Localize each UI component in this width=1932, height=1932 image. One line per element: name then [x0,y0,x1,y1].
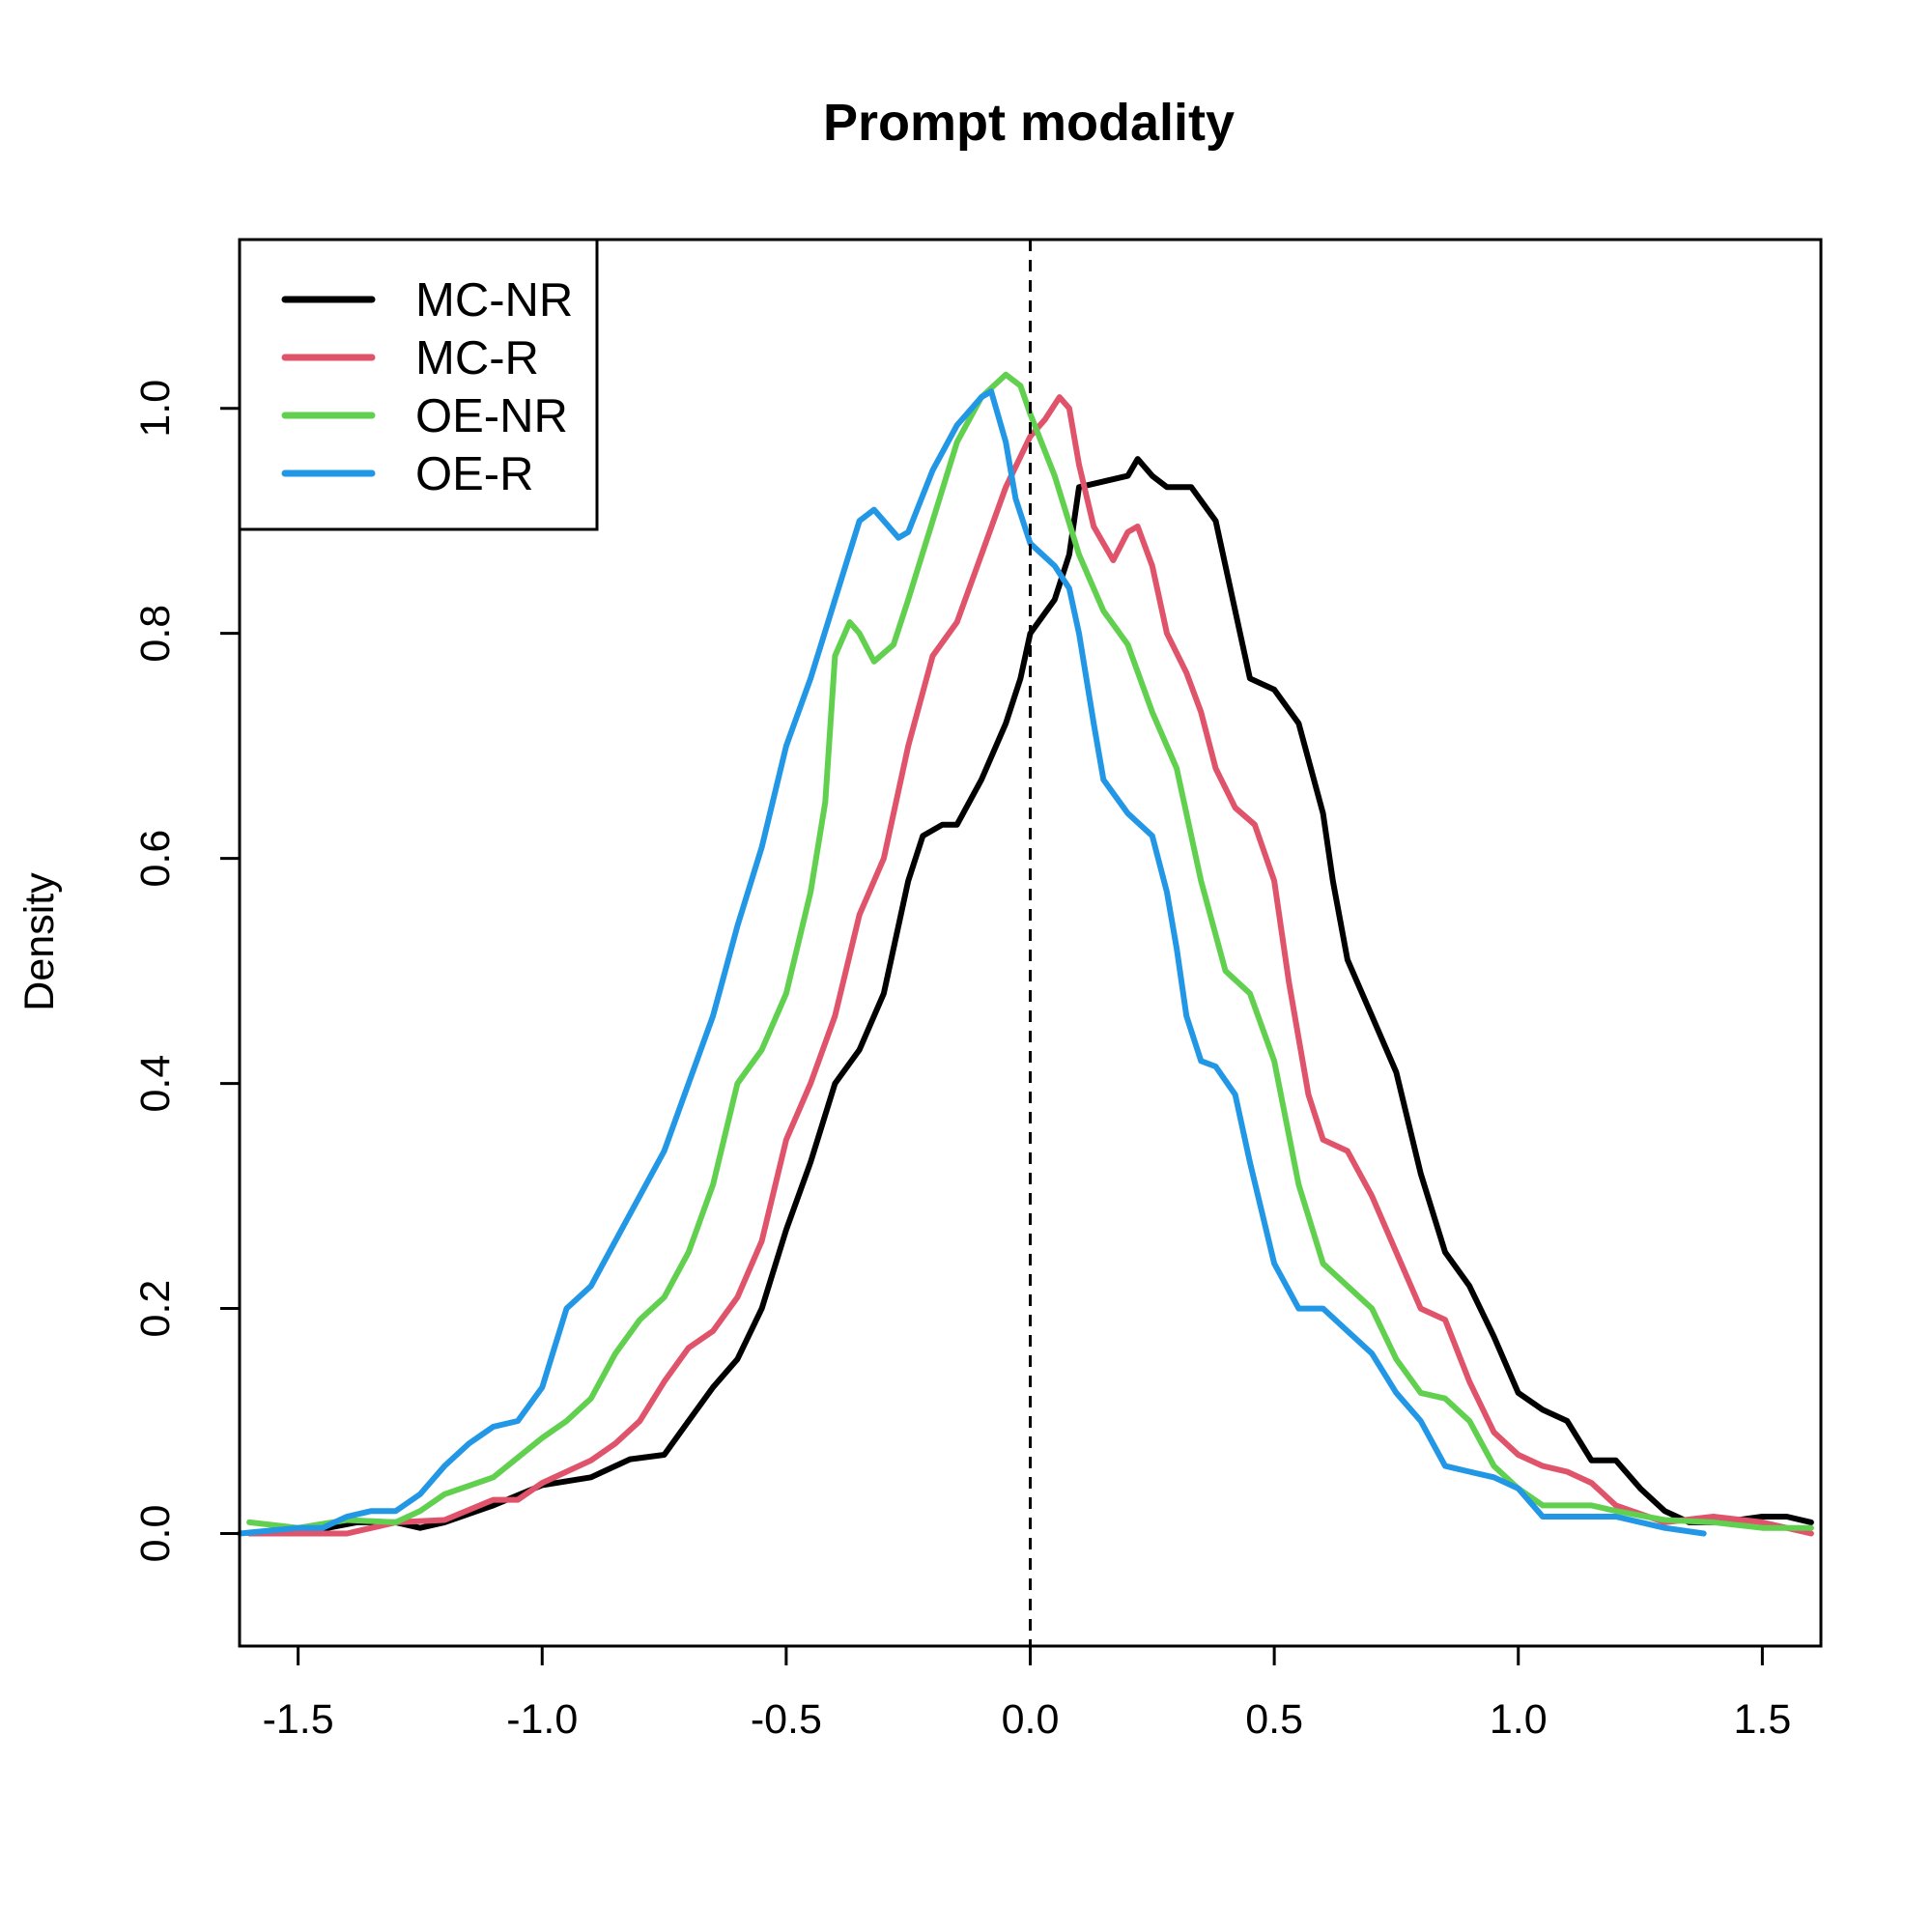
chart-title: Prompt modality [823,94,1235,152]
legend-label: OE-NR [415,390,568,442]
x-tick-label: 1.5 [1733,1696,1791,1743]
series-layer [237,371,1814,1537]
legend-box [238,238,599,531]
x-tick-label: 0.0 [1002,1696,1060,1743]
y-axis-label: Density [16,872,63,1011]
legend-label: OE-R [415,448,534,500]
x-tick-label: -0.5 [751,1696,822,1743]
series-line-oe-r [237,388,1707,1537]
legend-label: MC-NR [415,274,573,327]
x-tick-label: -1.0 [506,1696,578,1743]
y-tick-label: 0.8 [132,605,179,663]
x-tick-label: 1.0 [1490,1696,1548,1743]
x-tick-label: 0.5 [1245,1696,1303,1743]
plot-frame [238,238,1823,1648]
y-tick-label: 0.6 [132,830,179,888]
x-tick-label: -1.5 [263,1696,334,1743]
y-tick-label: 0.0 [132,1505,179,1563]
series-line-mc-r [246,394,1814,1537]
y-tick-label: 0.2 [132,1280,179,1338]
series-line-oe-nr [246,371,1814,1531]
axis-layer: -1.5 -1.0 -0.5 0.0 0.5 1.0 1.5 0.0 0.2 0.4 0.6 0.8 1… [132,380,1791,1743]
y-tick-label: 1.0 [132,380,179,438]
legend-label: MC-R [415,332,539,384]
series-line-mc-nr [295,456,1814,1537]
y-tick-label: 0.4 [132,1055,179,1113]
